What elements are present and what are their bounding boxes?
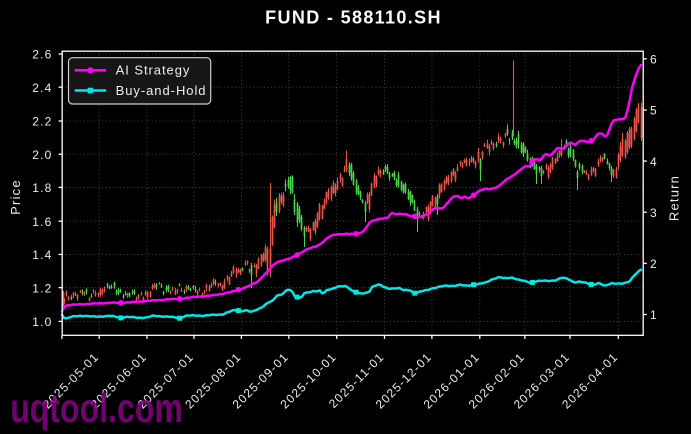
svg-text:2.0: 2.0 — [32, 148, 52, 162]
svg-text:AI Strategy: AI Strategy — [116, 63, 191, 78]
svg-text:2.4: 2.4 — [32, 81, 52, 95]
svg-text:1.6: 1.6 — [32, 215, 52, 229]
svg-text:FUND - 588110.SH: FUND - 588110.SH — [265, 8, 442, 28]
svg-text:1.8: 1.8 — [32, 181, 52, 195]
svg-text:1: 1 — [650, 308, 658, 322]
svg-text:2: 2 — [650, 257, 658, 271]
svg-text:3: 3 — [650, 206, 658, 220]
svg-text:Buy-and-Hold: Buy-and-Hold — [116, 83, 207, 98]
svg-text:4: 4 — [650, 155, 658, 169]
svg-text:1.4: 1.4 — [32, 248, 52, 262]
svg-text:1.2: 1.2 — [32, 281, 52, 295]
svg-text:2.6: 2.6 — [32, 48, 52, 62]
svg-text:Price: Price — [8, 179, 23, 215]
svg-text:2.2: 2.2 — [32, 115, 52, 129]
svg-text:6: 6 — [650, 53, 658, 67]
svg-text:5: 5 — [650, 104, 658, 118]
svg-text:Return: Return — [667, 175, 682, 221]
svg-text:1.0: 1.0 — [32, 315, 52, 329]
svg-text:uqtool.com: uqtool.com — [10, 385, 183, 431]
